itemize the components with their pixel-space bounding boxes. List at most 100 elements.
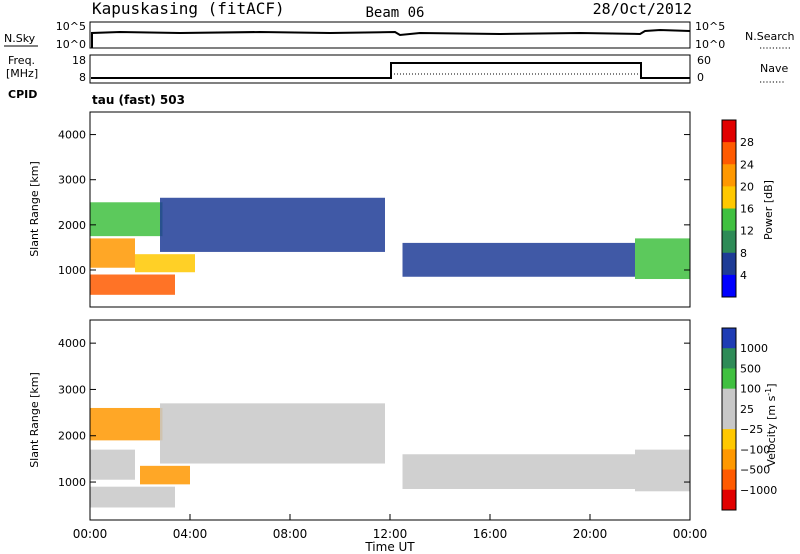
power-colorbar-swatch-4 bbox=[722, 208, 736, 232]
time-axis-label: Time UT bbox=[364, 540, 415, 554]
velocity-colorbar-swatch-3 bbox=[722, 388, 736, 410]
power-echo-region-4 bbox=[160, 197, 385, 252]
power-colorbar-tick-3: 16 bbox=[740, 203, 754, 216]
velocity-data-layer bbox=[90, 403, 690, 508]
power-colorbar-swatch-6 bbox=[722, 252, 736, 276]
power-colorbar-frame bbox=[721, 119, 737, 298]
power-colorbar-swatch-7 bbox=[722, 274, 736, 298]
power-colorbar-swatch-1 bbox=[722, 142, 736, 165]
velocity-colorbar-label: Velocity [m s-1] bbox=[764, 383, 778, 466]
power-colorbar-tick-6: 4 bbox=[740, 269, 747, 282]
nsky-left-tick-bottom: 10^0 bbox=[56, 38, 86, 51]
velocity-colorbar-tick-2: 100 bbox=[740, 383, 761, 396]
power-echo-region-6 bbox=[635, 238, 690, 280]
freq-trace bbox=[91, 62, 690, 79]
power-colorbar-tick-2: 20 bbox=[740, 180, 754, 193]
power-colorbar-tick-1: 24 bbox=[740, 158, 754, 171]
velocity-echo-region-0 bbox=[90, 407, 163, 441]
power-colorbar-tick-0: 28 bbox=[740, 136, 754, 149]
velocity-echo-region-4 bbox=[160, 403, 385, 464]
nsky-label: N.Sky bbox=[4, 32, 36, 45]
date-label: 28/Oct/2012 bbox=[593, 0, 692, 18]
nsky-right-tick-bottom: 10^0 bbox=[695, 38, 725, 51]
velocity-panel: 1000 2000 3000 4000 00:00 04:00 08:00 12:00 16:… bbox=[28, 319, 778, 554]
power-colorbar-label: Power [dB] bbox=[762, 180, 775, 240]
velocity-ylabel: Slant Range [km] bbox=[28, 372, 41, 468]
power-frame bbox=[89, 111, 691, 308]
power-ytick-label-1: 2000 bbox=[58, 219, 86, 232]
velocity-colorbar-swatch-8 bbox=[722, 489, 736, 511]
nave-label: Nave bbox=[760, 62, 788, 75]
freq-right-tick-bottom: 0 bbox=[697, 71, 704, 84]
power-colorbar-tick-5: 8 bbox=[740, 247, 747, 260]
velocity-echo-region-3 bbox=[140, 465, 190, 485]
velocity-colorbar-tick-3: 25 bbox=[740, 403, 754, 416]
velocity-colorbar-swatch-2 bbox=[722, 368, 736, 390]
freq-frame bbox=[89, 54, 691, 84]
velocity-colorbar-tick-0: 1000 bbox=[740, 342, 768, 355]
velocity-ytick-label-2: 3000 bbox=[58, 383, 86, 396]
velocity-echo-region-2 bbox=[90, 486, 175, 508]
freq-left-tick-bottom: 8 bbox=[79, 71, 86, 84]
velocity-colorbar-swatch-6 bbox=[722, 449, 736, 471]
time-tick-label-5: 20:00 bbox=[573, 527, 608, 541]
freq-panel: Freq. [MHz] 18 8 60 0 Nave CPID tau (fas… bbox=[6, 54, 788, 107]
velocity-colorbar-tick-5: −100 bbox=[740, 443, 770, 456]
power-colorbar-tick-4: 12 bbox=[740, 225, 754, 238]
power-colorbar-swatch-3 bbox=[722, 186, 736, 209]
beam-label: Beam 06 bbox=[365, 5, 424, 21]
velocity-colorbar-frame bbox=[721, 327, 737, 511]
velocity-echo-region-1 bbox=[90, 449, 135, 480]
power-panel: 1000 2000 3000 4000 Slant Range [km] 28 24 20… bbox=[28, 111, 775, 308]
power-y-axis: 1000 2000 3000 4000 bbox=[58, 129, 690, 277]
cpid-value: tau (fast) 503 bbox=[92, 93, 185, 107]
velocity-ytick-label-1: 2000 bbox=[58, 430, 86, 443]
power-colorbar-swatch-2 bbox=[722, 164, 736, 187]
freq-right-tick-top: 60 bbox=[697, 54, 711, 67]
velocity-y-axis: 1000 2000 3000 4000 bbox=[58, 337, 690, 489]
velocity-colorbar-tick-4: −25 bbox=[740, 423, 763, 436]
nsky-trace bbox=[91, 28, 691, 48]
power-echo-region-5 bbox=[402, 242, 635, 277]
velocity-colorbar-swatch-0 bbox=[722, 328, 736, 349]
time-tick-label-6: 00:00 bbox=[673, 527, 708, 541]
velocity-colorbar-swatch-5 bbox=[722, 429, 736, 450]
power-echo-region-0 bbox=[90, 202, 163, 237]
station-title: Kapuskasing (fitACF) bbox=[92, 0, 285, 18]
time-tick-label-3: 12:00 bbox=[373, 527, 408, 541]
freq-label-line1: Freq. bbox=[8, 54, 35, 67]
time-tick-label-2: 08:00 bbox=[273, 527, 308, 541]
freq-label-line2: [MHz] bbox=[6, 67, 38, 80]
time-tick-label-4: 16:00 bbox=[473, 527, 508, 541]
power-ytick-label-0: 1000 bbox=[58, 264, 86, 277]
power-ylabel: Slant Range [km] bbox=[28, 161, 41, 257]
nsky-frame bbox=[89, 21, 691, 49]
velocity-colorbar-tick-7: −1000 bbox=[740, 484, 777, 497]
power-colorbar-swatch-0 bbox=[722, 120, 736, 143]
velocity-ytick-label-3: 4000 bbox=[58, 337, 86, 350]
velocity-echo-region-5 bbox=[402, 454, 635, 489]
power-echo-region-3 bbox=[135, 254, 195, 273]
power-colorbar: 28 24 20 16 12 8 4 bbox=[721, 119, 754, 298]
power-echo-region-2 bbox=[90, 274, 175, 295]
nsearch-label: N.Search bbox=[745, 30, 795, 43]
time-tick-label-1: 04:00 bbox=[173, 527, 208, 541]
velocity-colorbar-swatch-7 bbox=[722, 469, 736, 491]
velocity-colorbar-tick-6: −500 bbox=[740, 464, 770, 477]
velocity-colorbar-swatch-1 bbox=[722, 348, 736, 369]
cpid-label: CPID bbox=[8, 88, 37, 101]
velocity-echo-region-6 bbox=[635, 449, 690, 492]
velocity-colorbar-tick-1: 500 bbox=[740, 362, 761, 375]
nsky-right-tick-top: 10^5 bbox=[695, 20, 725, 33]
power-data-layer bbox=[90, 197, 690, 295]
power-ytick-label-3: 4000 bbox=[58, 129, 86, 142]
power-echo-region-1 bbox=[90, 238, 135, 268]
nsky-panel: N.Sky 10^5 10^0 10^5 10^0 N.Search bbox=[4, 20, 795, 51]
velocity-colorbar: 1000 500 100 25 −25 −100 −500 −1000 bbox=[721, 327, 777, 511]
velocity-ytick-label-0: 1000 bbox=[58, 476, 86, 489]
power-colorbar-swatch-5 bbox=[722, 230, 736, 254]
velocity-colorbar-swatch-4 bbox=[722, 408, 736, 430]
time-tick-label-0: 00:00 bbox=[73, 527, 108, 541]
power-ytick-label-2: 3000 bbox=[58, 174, 86, 187]
